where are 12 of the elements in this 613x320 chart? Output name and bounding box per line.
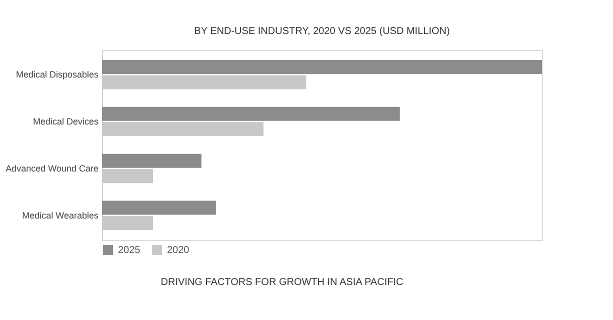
y-tick-label: Medical Devices xyxy=(32,116,99,127)
bar xyxy=(102,60,542,74)
y-tick-label: Medical Wearables xyxy=(22,210,99,220)
bar xyxy=(102,154,202,168)
y-tick-label: Advanced Wound Care xyxy=(6,163,98,174)
legend-label: 2020 xyxy=(167,245,190,256)
legend-label: 2025 xyxy=(118,245,141,256)
bar xyxy=(102,106,400,121)
y-tick-label: Medical Disposables xyxy=(16,70,99,80)
bar xyxy=(102,200,216,215)
chart-title: BY END-USE INDUSTRY, 2020 VS 2025 (USD MILLION) xyxy=(194,26,450,37)
text: DRIVING FACTORS FOR GROWTH IN ASIA PACIFIC xyxy=(160,277,404,288)
